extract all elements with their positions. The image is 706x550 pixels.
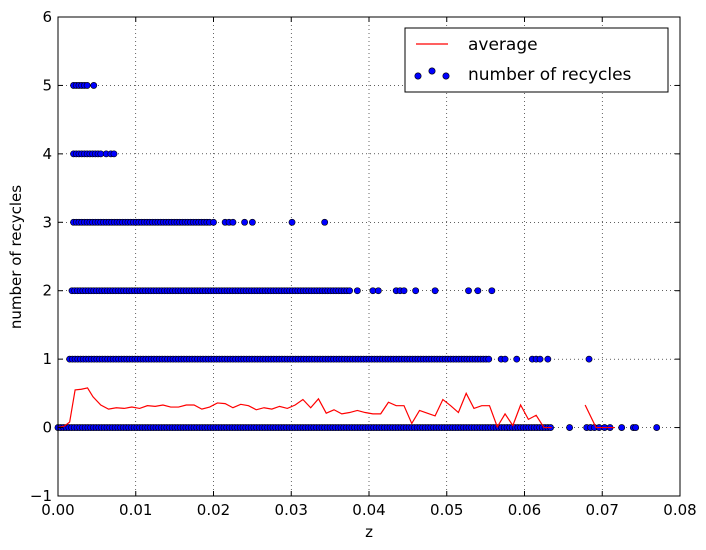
average-line bbox=[57, 387, 552, 429]
y-tick-label: 5 bbox=[42, 76, 52, 94]
legend: average number of recycles bbox=[404, 27, 669, 93]
y-tick-labels: −1 0 1 2 3 4 5 6 bbox=[30, 8, 52, 505]
data-point bbox=[488, 287, 496, 295]
y-axis-label: number of recycles bbox=[7, 185, 25, 329]
legend-marker bbox=[442, 72, 450, 80]
legend-marker bbox=[428, 67, 436, 75]
data-point bbox=[412, 287, 420, 295]
legend-label-average: average bbox=[468, 35, 538, 55]
plot-area bbox=[54, 82, 661, 431]
data-point bbox=[241, 218, 248, 226]
data-point bbox=[653, 424, 661, 431]
data-point bbox=[353, 287, 361, 295]
data-point bbox=[431, 287, 439, 295]
average-line-series bbox=[57, 387, 615, 429]
data-point bbox=[400, 287, 408, 295]
data-point bbox=[229, 218, 237, 226]
y-tick-label: 6 bbox=[42, 8, 52, 26]
legend-box bbox=[404, 27, 669, 93]
data-point bbox=[585, 355, 593, 363]
x-tick-label: 0.05 bbox=[430, 501, 463, 519]
data-point bbox=[513, 355, 521, 363]
y-tick-label: 0 bbox=[42, 419, 52, 437]
x-tick-label: 0.08 bbox=[663, 501, 696, 519]
x-tick-labels: 0.00 0.01 0.02 0.03 0.04 0.05 0.06 0.07 0.08 bbox=[41, 501, 696, 519]
data-point bbox=[501, 355, 509, 363]
data-point bbox=[485, 355, 493, 363]
legend-marker bbox=[414, 72, 422, 80]
data-point bbox=[374, 287, 382, 295]
x-tick-label: 0.03 bbox=[275, 501, 308, 519]
ticks bbox=[57, 16, 681, 497]
data-point bbox=[566, 424, 573, 431]
x-tick-label: 0.04 bbox=[352, 501, 385, 519]
data-point bbox=[248, 218, 256, 226]
y-tick-label: 3 bbox=[42, 213, 52, 231]
y-tick-label: −1 bbox=[30, 487, 52, 505]
data-point bbox=[632, 424, 640, 431]
legend-label-number-of-recycles: number of recycles bbox=[468, 65, 632, 85]
x-tick-label: 0.07 bbox=[586, 501, 619, 519]
data-point bbox=[536, 355, 544, 363]
x-axis-label: z bbox=[365, 523, 373, 541]
data-point bbox=[618, 424, 626, 431]
x-tick-label: 0.02 bbox=[197, 501, 230, 519]
y-tick-label: 2 bbox=[42, 282, 52, 300]
data-point bbox=[288, 218, 296, 226]
data-point bbox=[474, 287, 482, 295]
data-point bbox=[321, 218, 329, 226]
average-line-segment bbox=[584, 404, 615, 429]
data-point bbox=[110, 150, 118, 158]
x-tick-label: 0.06 bbox=[508, 501, 541, 519]
x-tick-label: 0.00 bbox=[41, 501, 74, 519]
data-point bbox=[83, 82, 91, 89]
data-point bbox=[544, 355, 552, 363]
x-tick-label: 0.01 bbox=[119, 501, 152, 519]
data-point bbox=[210, 218, 217, 226]
data-point bbox=[90, 82, 98, 89]
y-tick-label: 4 bbox=[42, 145, 52, 163]
data-point bbox=[346, 287, 353, 295]
y-tick-label: 1 bbox=[42, 350, 52, 368]
data-point bbox=[465, 287, 472, 295]
scatter-series bbox=[54, 82, 661, 431]
